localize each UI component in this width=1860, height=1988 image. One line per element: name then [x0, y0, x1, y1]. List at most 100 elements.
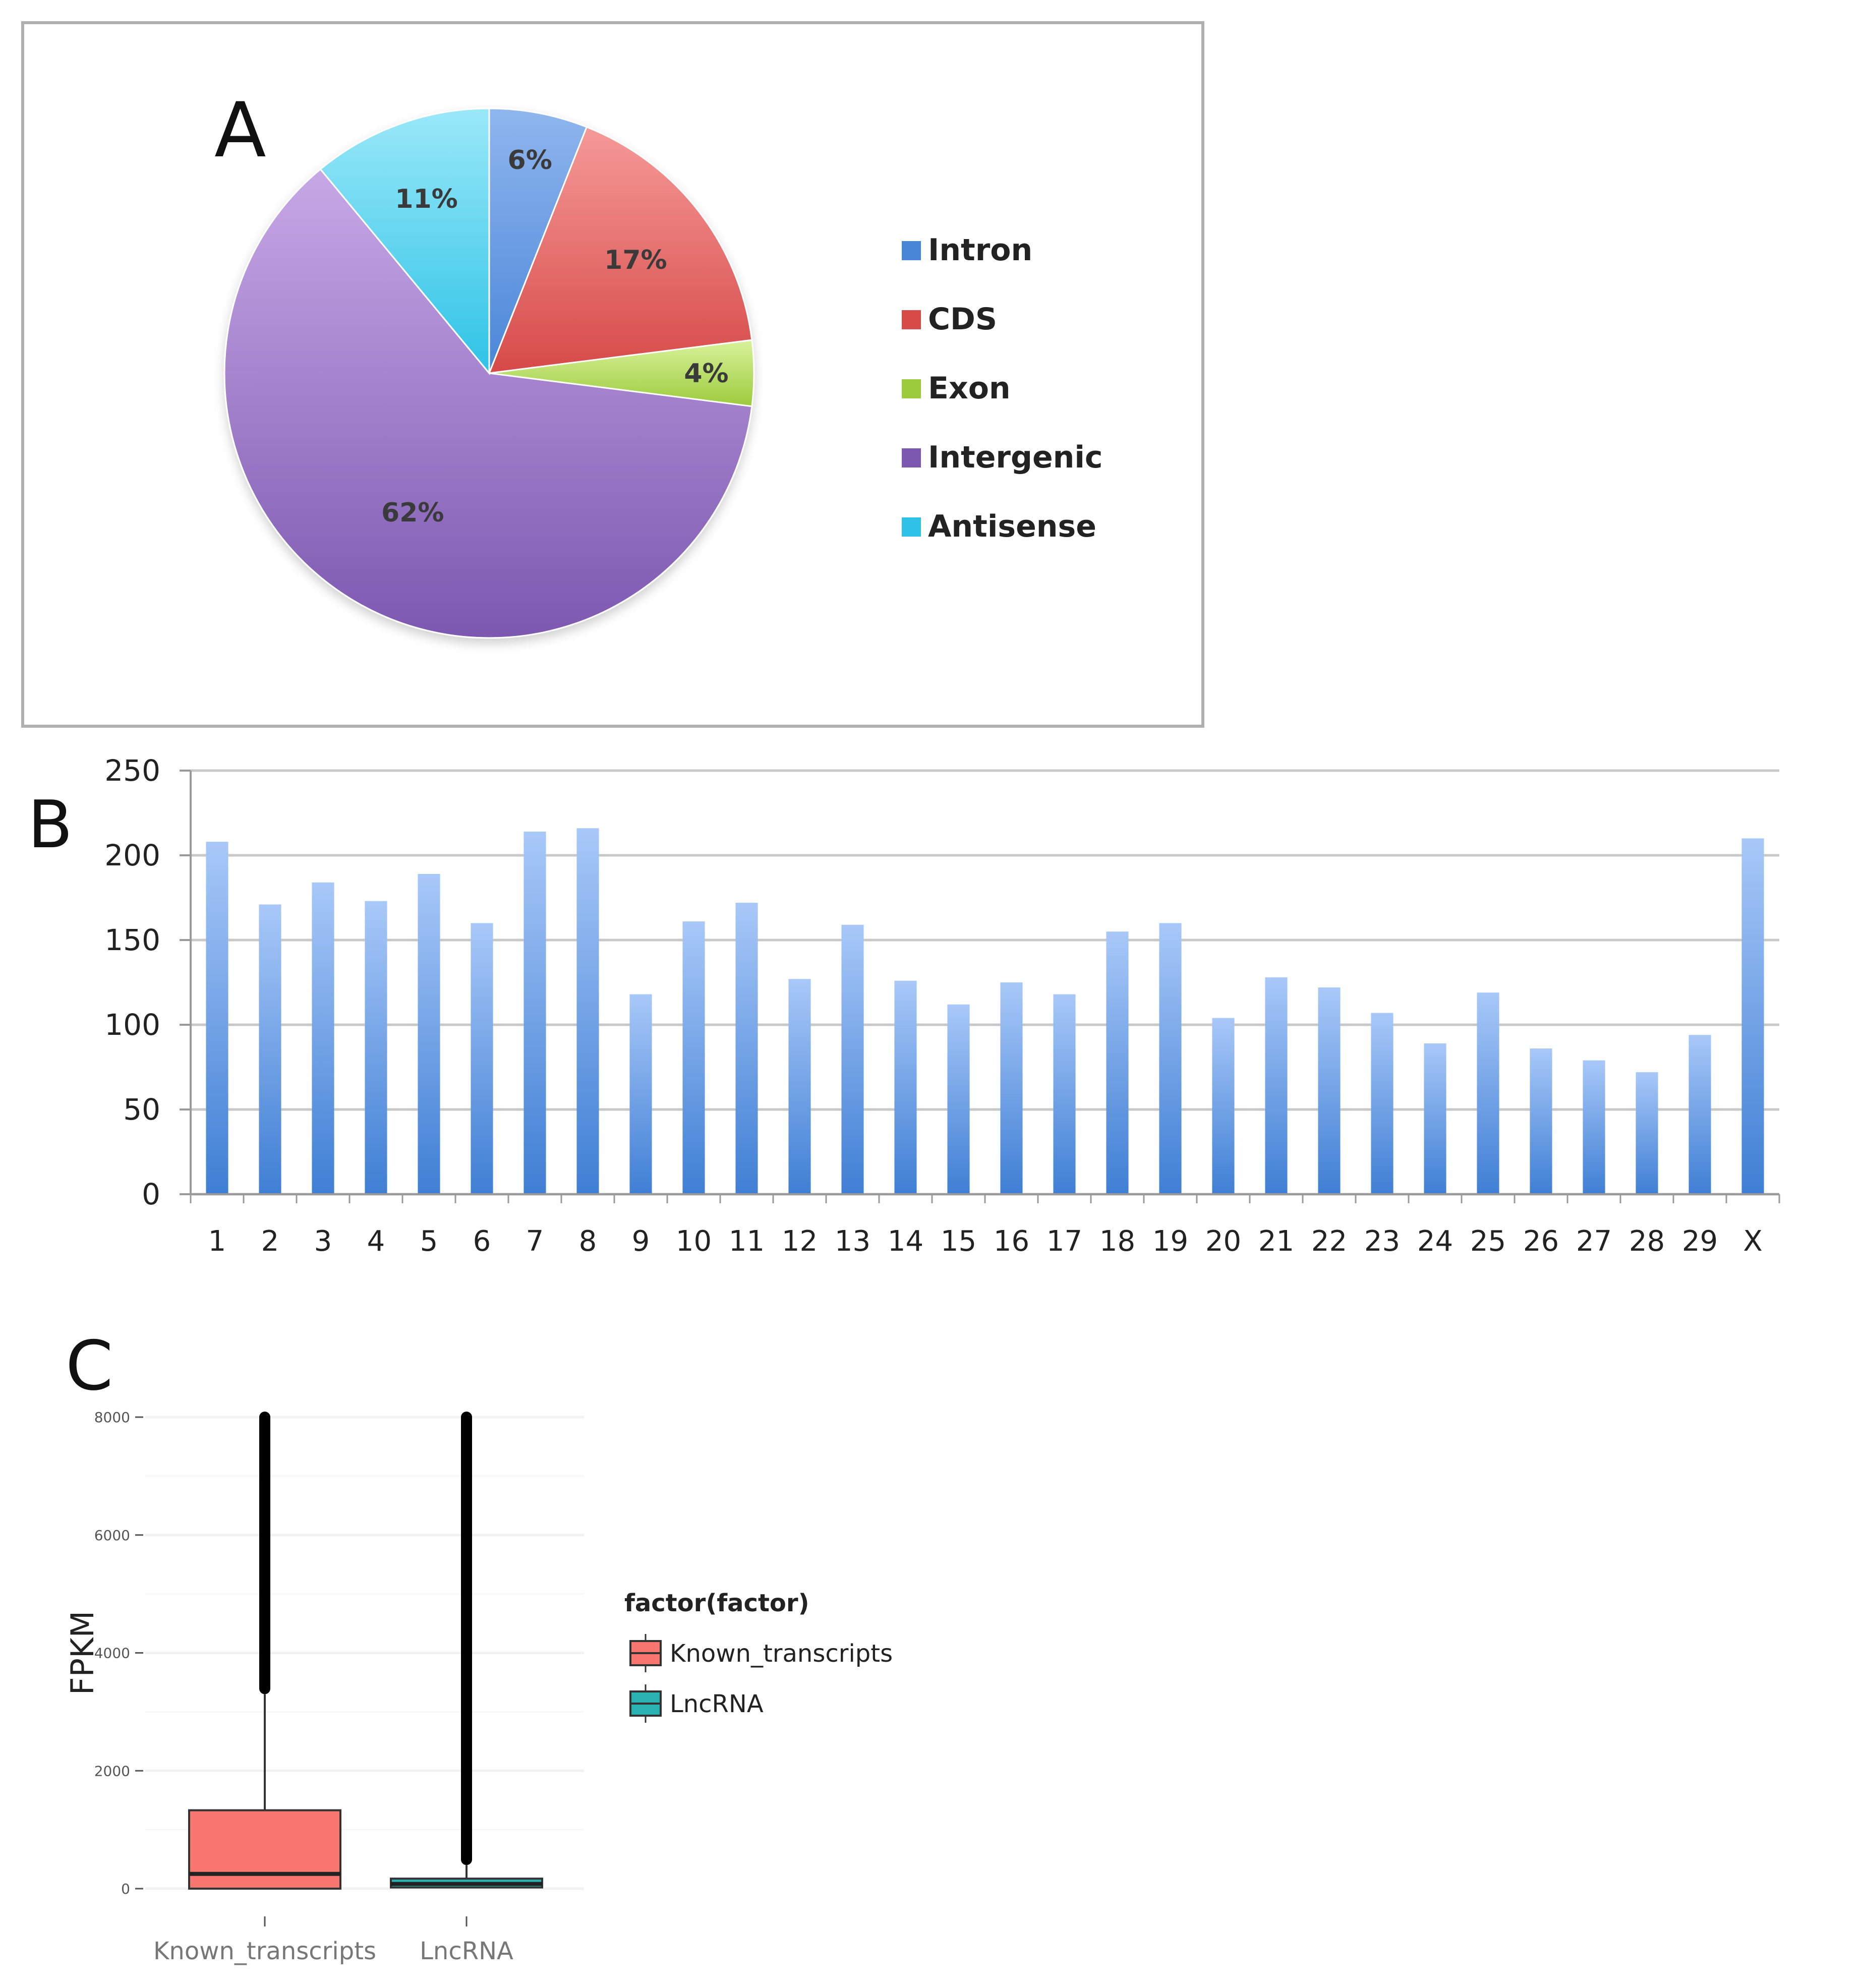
legend-swatch-antisense	[902, 517, 921, 537]
box-x-tick-label: Known_transcripts	[153, 1937, 376, 1965]
pie-label-exon: 4%	[684, 359, 728, 389]
legend-swatch-intergenic	[902, 448, 921, 467]
legend-swatch-cds	[902, 310, 921, 329]
bar-27	[1583, 1060, 1605, 1194]
box-lncrna	[390, 1412, 543, 1889]
bar-x-tick-label: 15	[941, 1225, 976, 1258]
box-legend-label: LncRNA	[670, 1690, 764, 1718]
bar-20	[1212, 1018, 1235, 1194]
bar-13	[841, 924, 864, 1194]
bar-y-tick-label: 250	[104, 753, 160, 788]
pie-label-intron: 6%	[508, 145, 552, 176]
bar-x-tick-label: 11	[729, 1225, 765, 1258]
bar-x-tick-label: X	[1743, 1225, 1762, 1258]
bar-x-tick-label: 2	[261, 1225, 279, 1258]
bar-19	[1159, 923, 1182, 1194]
bar-5	[418, 873, 440, 1194]
box-legend-item-lncrna: LncRNA	[629, 1684, 764, 1723]
bar-22	[1318, 987, 1341, 1194]
box-series	[188, 1412, 543, 1890]
pie-slice-intron	[488, 107, 588, 374]
pie-label-cds: 17%	[604, 245, 667, 275]
pie-slice-intergenic	[223, 168, 753, 639]
bar-x-tick-label: 23	[1364, 1225, 1400, 1258]
bar-16	[1000, 982, 1023, 1194]
bar-x-tick-label: 12	[782, 1225, 818, 1258]
bar-14	[894, 980, 917, 1194]
bar-x-axis: 1 2 3 4 5 6 7 8 9 10 11 12 13 14 15 16 17 18 19 20 21 22 23 24 2…	[190, 1193, 1780, 1258]
box-x-axis: Known_transcripts LncRNA	[153, 1916, 513, 1965]
bar-x-tick-label: 21	[1258, 1225, 1294, 1258]
bar-x-tick-label: 28	[1629, 1225, 1665, 1258]
bar-x-tick-label: 5	[420, 1225, 438, 1258]
box-y-tick-label: 2000	[94, 1763, 130, 1779]
bar-x-tick-label: 24	[1417, 1225, 1453, 1258]
box-x-tick-label: LncRNA	[420, 1937, 513, 1965]
bar-x-tick-label: 29	[1682, 1225, 1718, 1258]
panel-a: A 6% 17% 4% 62% 11% Intron CDS Exon Intergenic A…	[21, 21, 1204, 728]
bar-x-tick-label: 26	[1523, 1225, 1559, 1258]
box-outliers	[461, 1412, 472, 1865]
bar-21	[1265, 977, 1288, 1194]
box-y-tick-label: 4000	[94, 1645, 130, 1662]
legend-label-intergenic: Intergenic	[928, 440, 1103, 475]
bar-y-tick-label: 50	[123, 1092, 160, 1127]
panel-a-letter: A	[214, 87, 266, 174]
bar-x-tick-label: 16	[994, 1225, 1029, 1258]
legend-label-antisense: Antisense	[928, 509, 1096, 544]
bar-x-tick-label: 4	[367, 1225, 385, 1258]
bar-x-tick-label: 1	[208, 1225, 226, 1258]
box-body	[188, 1809, 341, 1890]
bar-3	[312, 882, 334, 1194]
box-y-tick-label: 0	[121, 1881, 130, 1897]
box-y-tick-label: 8000	[94, 1409, 130, 1426]
bar-x-tick-label: 8	[579, 1225, 597, 1258]
pie-label-antisense: 11%	[395, 184, 457, 214]
bar-y-tick-label: 100	[104, 1008, 160, 1042]
pie-label-intergenic: 62%	[381, 498, 444, 528]
bar-23	[1371, 1013, 1393, 1194]
box-outliers	[259, 1412, 270, 1694]
bar-x-tick-label: 20	[1205, 1225, 1241, 1258]
box-y-axis: 0 2000 4000 6000 8000	[94, 1409, 143, 1897]
bar-7	[524, 831, 546, 1194]
pie-chart	[223, 107, 755, 639]
bar-10	[682, 921, 705, 1194]
box-y-tick-label: 6000	[94, 1527, 130, 1544]
legend-label-cds: CDS	[928, 302, 997, 337]
box-legend: factor(factor) Known_transcripts LncRNA	[624, 1589, 893, 1723]
bar-18	[1106, 931, 1129, 1194]
bar-x-tick-label: 17	[1047, 1225, 1082, 1258]
box-gridlines	[145, 1416, 584, 1890]
bar-x-tick-label: 18	[1099, 1225, 1135, 1258]
legend-swatch-exon	[902, 379, 921, 398]
bar-9	[629, 994, 652, 1194]
pie-slice-antisense	[319, 107, 490, 376]
box-legend-item-known-transcripts: Known_transcripts	[629, 1634, 893, 1672]
bar-28	[1636, 1072, 1658, 1194]
panel-c: C 0 2000 4000 6000 8000 FPKM Known_transcrip…	[64, 1326, 893, 1965]
bar-x-tick-label: 13	[835, 1225, 870, 1258]
legend-swatch-intron	[902, 241, 921, 260]
bar-x-tick-label: 9	[632, 1225, 650, 1258]
bar-series	[206, 828, 1764, 1194]
bar-y-tick-label: 200	[104, 838, 160, 872]
bar-x-tick-label: 10	[676, 1225, 712, 1258]
bar-x-tick-label: 25	[1470, 1225, 1506, 1258]
bar-25	[1477, 992, 1499, 1194]
bar-6	[471, 923, 493, 1194]
bar-y-tick-label: 150	[104, 923, 160, 957]
bar-x-tick-label: 6	[473, 1225, 491, 1258]
panel-b-letter: B	[28, 786, 73, 863]
legend-label-exon: Exon	[928, 371, 1011, 406]
bar-x-tick-label: 7	[526, 1225, 544, 1258]
box-y-axis-label: FPKM	[64, 1611, 101, 1695]
bar-x	[1741, 838, 1764, 1194]
bar-15	[947, 1004, 970, 1194]
bar-x-tick-label: 27	[1576, 1225, 1612, 1258]
bar-x-tick-label: 19	[1152, 1225, 1188, 1258]
pie-labels: 6% 17% 4% 62% 11%	[381, 145, 729, 528]
box-known-transcripts	[188, 1412, 341, 1890]
